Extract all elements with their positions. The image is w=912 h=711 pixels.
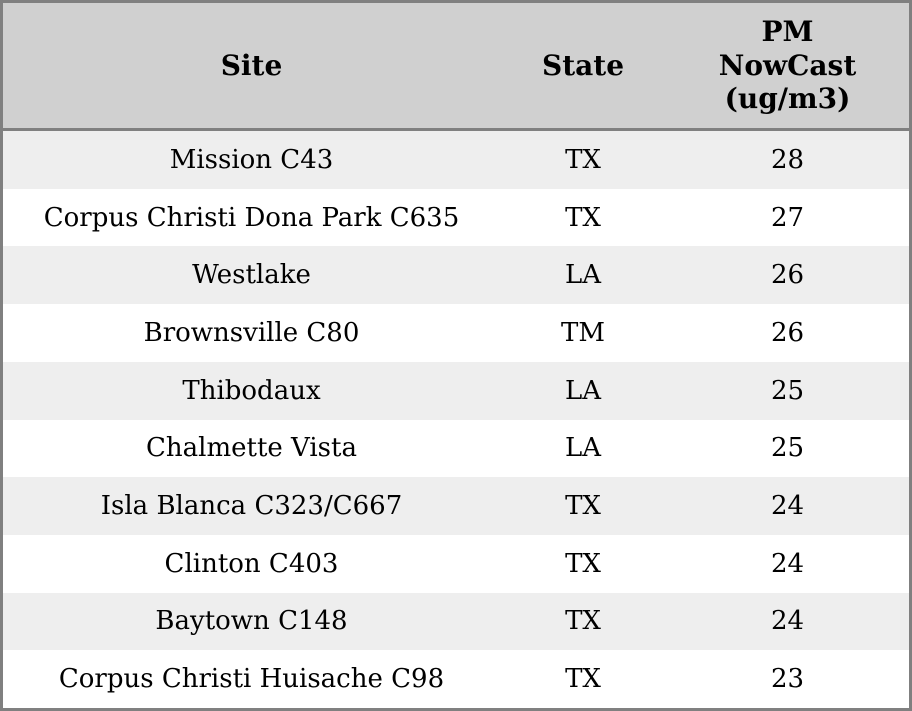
- cell-site: Isla Blanca C323/C667: [100, 491, 403, 522]
- cell-pm: 23: [770, 664, 805, 695]
- cell-state: TX: [565, 606, 601, 637]
- table-row: Chalmette Vista LA 25: [3, 419, 909, 478]
- cell-site: Clinton C403: [164, 548, 339, 579]
- column-header-state-label: State: [541, 48, 625, 82]
- cell-site: Mission C43: [169, 144, 334, 175]
- cell-state: TX: [565, 664, 601, 695]
- cell-pm: 27: [770, 202, 805, 233]
- table-row: Isla Blanca C323/C667 TX 24: [3, 477, 909, 535]
- cell-pm: 28: [770, 144, 805, 175]
- table-row: Mission C43 TX 28: [3, 131, 909, 189]
- cell-pm: 26: [770, 317, 805, 348]
- table-header-row: Site State PM NowCast (ug/m3): [3, 3, 909, 131]
- table-row: Baytown C148 TX 24: [3, 592, 909, 651]
- table-row: Corpus Christi Dona Park C635 TX 27: [3, 188, 909, 247]
- column-header-site-label: Site: [220, 48, 283, 82]
- column-header-pm: PM NowCast (ug/m3): [666, 15, 909, 116]
- cell-pm: 24: [770, 548, 805, 579]
- cell-state: LA: [564, 260, 602, 291]
- table-row: Westlake LA 26: [3, 246, 909, 305]
- cell-site: Westlake: [192, 260, 311, 291]
- cell-pm: 25: [770, 375, 805, 406]
- cell-state: TX: [565, 548, 601, 579]
- cell-site: Chalmette Vista: [146, 433, 357, 464]
- cell-site: Baytown C148: [155, 606, 348, 637]
- cell-site: Brownsville C80: [143, 317, 360, 348]
- table-row: Thibodaux LA 25: [3, 361, 909, 420]
- table-row: Brownsville C80 TM 26: [3, 304, 909, 362]
- cell-pm: 25: [770, 433, 805, 464]
- table-row: Corpus Christi Huisache C98 TX 23: [3, 650, 909, 708]
- cell-state: TM: [561, 317, 605, 348]
- column-header-pm-label: PM NowCast (ug/m3): [718, 15, 857, 116]
- table-body: Mission C43 TX 28 Corpus Christi Dona Pa…: [3, 131, 909, 708]
- cell-site: Corpus Christi Dona Park C635: [43, 202, 460, 233]
- cell-pm: 26: [770, 260, 805, 291]
- cell-pm: 24: [770, 491, 805, 522]
- cell-state: LA: [564, 433, 602, 464]
- column-header-site: Site: [3, 49, 500, 83]
- cell-site: Thibodaux: [182, 375, 321, 406]
- cell-site: Corpus Christi Huisache C98: [58, 664, 445, 695]
- cell-state: TX: [565, 144, 601, 175]
- table-row: Clinton C403 TX 24: [3, 534, 909, 593]
- cell-state: TX: [565, 202, 601, 233]
- cell-state: LA: [564, 375, 602, 406]
- column-header-state: State: [500, 49, 666, 83]
- cell-pm: 24: [770, 606, 805, 637]
- cell-state: TX: [565, 491, 601, 522]
